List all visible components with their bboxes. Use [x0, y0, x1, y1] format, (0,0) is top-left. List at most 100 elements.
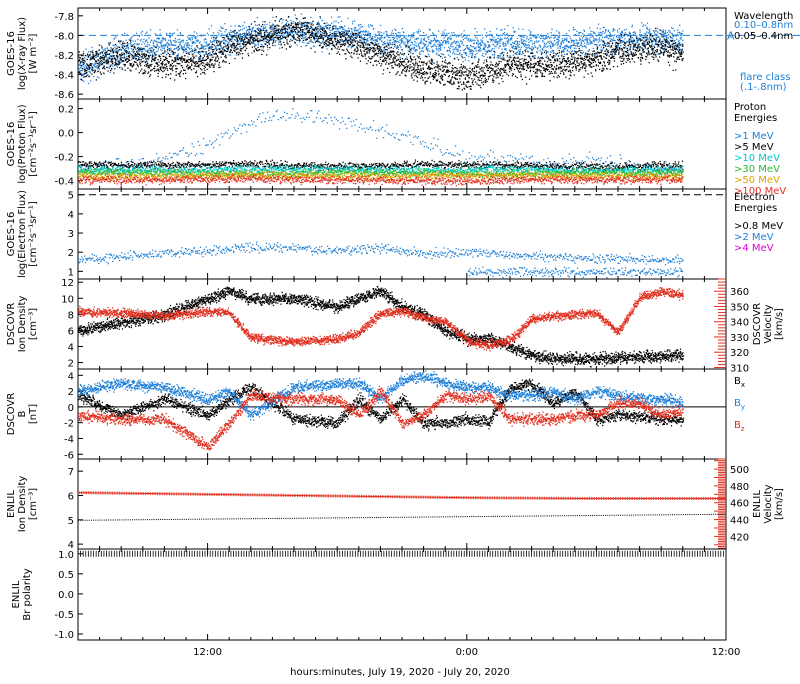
data-point — [253, 27, 254, 28]
data-point — [209, 54, 210, 55]
data-point — [360, 51, 361, 52]
data-point — [234, 43, 235, 44]
data-point — [323, 43, 324, 44]
data-point — [337, 40, 338, 41]
data-point — [407, 59, 408, 60]
data-point — [364, 51, 365, 52]
data-point — [444, 47, 445, 48]
data-point — [252, 28, 253, 29]
data-point — [151, 39, 152, 40]
data-point — [110, 66, 111, 67]
data-point — [84, 76, 85, 77]
data-point — [657, 31, 658, 32]
data-point — [480, 42, 481, 43]
data-point — [122, 43, 123, 44]
data-point — [406, 64, 407, 65]
data-point — [310, 23, 311, 24]
data-point — [649, 28, 650, 29]
data-point — [413, 35, 414, 36]
data-point — [147, 58, 148, 59]
data-point — [327, 27, 328, 28]
data-point — [164, 46, 165, 47]
data-point — [671, 33, 672, 34]
data-point — [297, 30, 298, 31]
data-point — [503, 46, 504, 47]
data-point — [310, 17, 311, 18]
data-point — [434, 35, 435, 36]
data-point — [279, 20, 280, 21]
data-point — [370, 62, 371, 63]
data-point — [97, 63, 98, 64]
data-point — [144, 53, 145, 54]
data-point — [323, 39, 324, 40]
data-point — [602, 48, 603, 49]
data-point — [97, 76, 98, 77]
data-point — [404, 37, 405, 38]
data-point — [403, 54, 404, 55]
data-point — [129, 57, 130, 58]
data-point — [170, 73, 171, 74]
data-point — [147, 51, 148, 52]
data-point — [298, 38, 299, 39]
data-point — [484, 49, 485, 50]
data-point — [142, 41, 143, 42]
data-point — [395, 45, 396, 46]
data-point — [566, 37, 567, 38]
data-point — [432, 76, 433, 77]
data-point — [363, 46, 364, 47]
data-point — [255, 40, 256, 41]
data-point — [238, 54, 239, 55]
data-point — [351, 57, 352, 58]
data-point — [253, 35, 254, 36]
data-point — [419, 48, 420, 49]
data-point — [378, 48, 379, 49]
data-point — [301, 14, 302, 15]
data-point — [406, 44, 407, 45]
data-point — [155, 33, 156, 34]
data-point — [228, 36, 229, 37]
data-point — [605, 29, 606, 30]
data-point — [279, 39, 280, 40]
data-point — [459, 35, 460, 36]
data-point — [339, 49, 340, 50]
data-point — [205, 51, 206, 52]
data-point — [181, 65, 182, 66]
data-point — [149, 52, 150, 53]
data-point — [586, 47, 587, 48]
data-point — [396, 41, 397, 42]
data-point — [203, 68, 204, 69]
data-point — [154, 66, 155, 67]
data-point — [410, 61, 411, 62]
data-point — [216, 35, 217, 36]
data-point — [438, 66, 439, 67]
data-point — [377, 48, 378, 49]
data-point — [422, 77, 423, 78]
data-point — [212, 59, 213, 60]
data-point — [205, 64, 206, 65]
data-point — [593, 48, 594, 49]
data-point — [331, 33, 332, 34]
data-point — [233, 48, 234, 49]
data-point — [239, 38, 240, 39]
data-point — [309, 30, 310, 31]
data-point — [299, 41, 300, 42]
data-point — [319, 23, 320, 24]
data-point — [298, 24, 299, 25]
data-point — [402, 40, 403, 41]
data-point — [105, 48, 106, 49]
data-point — [407, 67, 408, 68]
data-point — [422, 62, 423, 63]
data-point — [342, 44, 343, 45]
data-point — [515, 40, 516, 41]
data-point — [527, 44, 528, 45]
data-point — [261, 26, 262, 27]
data-point — [307, 28, 308, 29]
data-point — [313, 45, 314, 46]
data-point — [193, 68, 194, 69]
data-point — [484, 60, 485, 61]
data-point — [307, 43, 308, 44]
data-point — [223, 43, 224, 44]
data-point — [111, 58, 112, 59]
data-point — [572, 50, 573, 51]
data-point — [136, 64, 137, 65]
